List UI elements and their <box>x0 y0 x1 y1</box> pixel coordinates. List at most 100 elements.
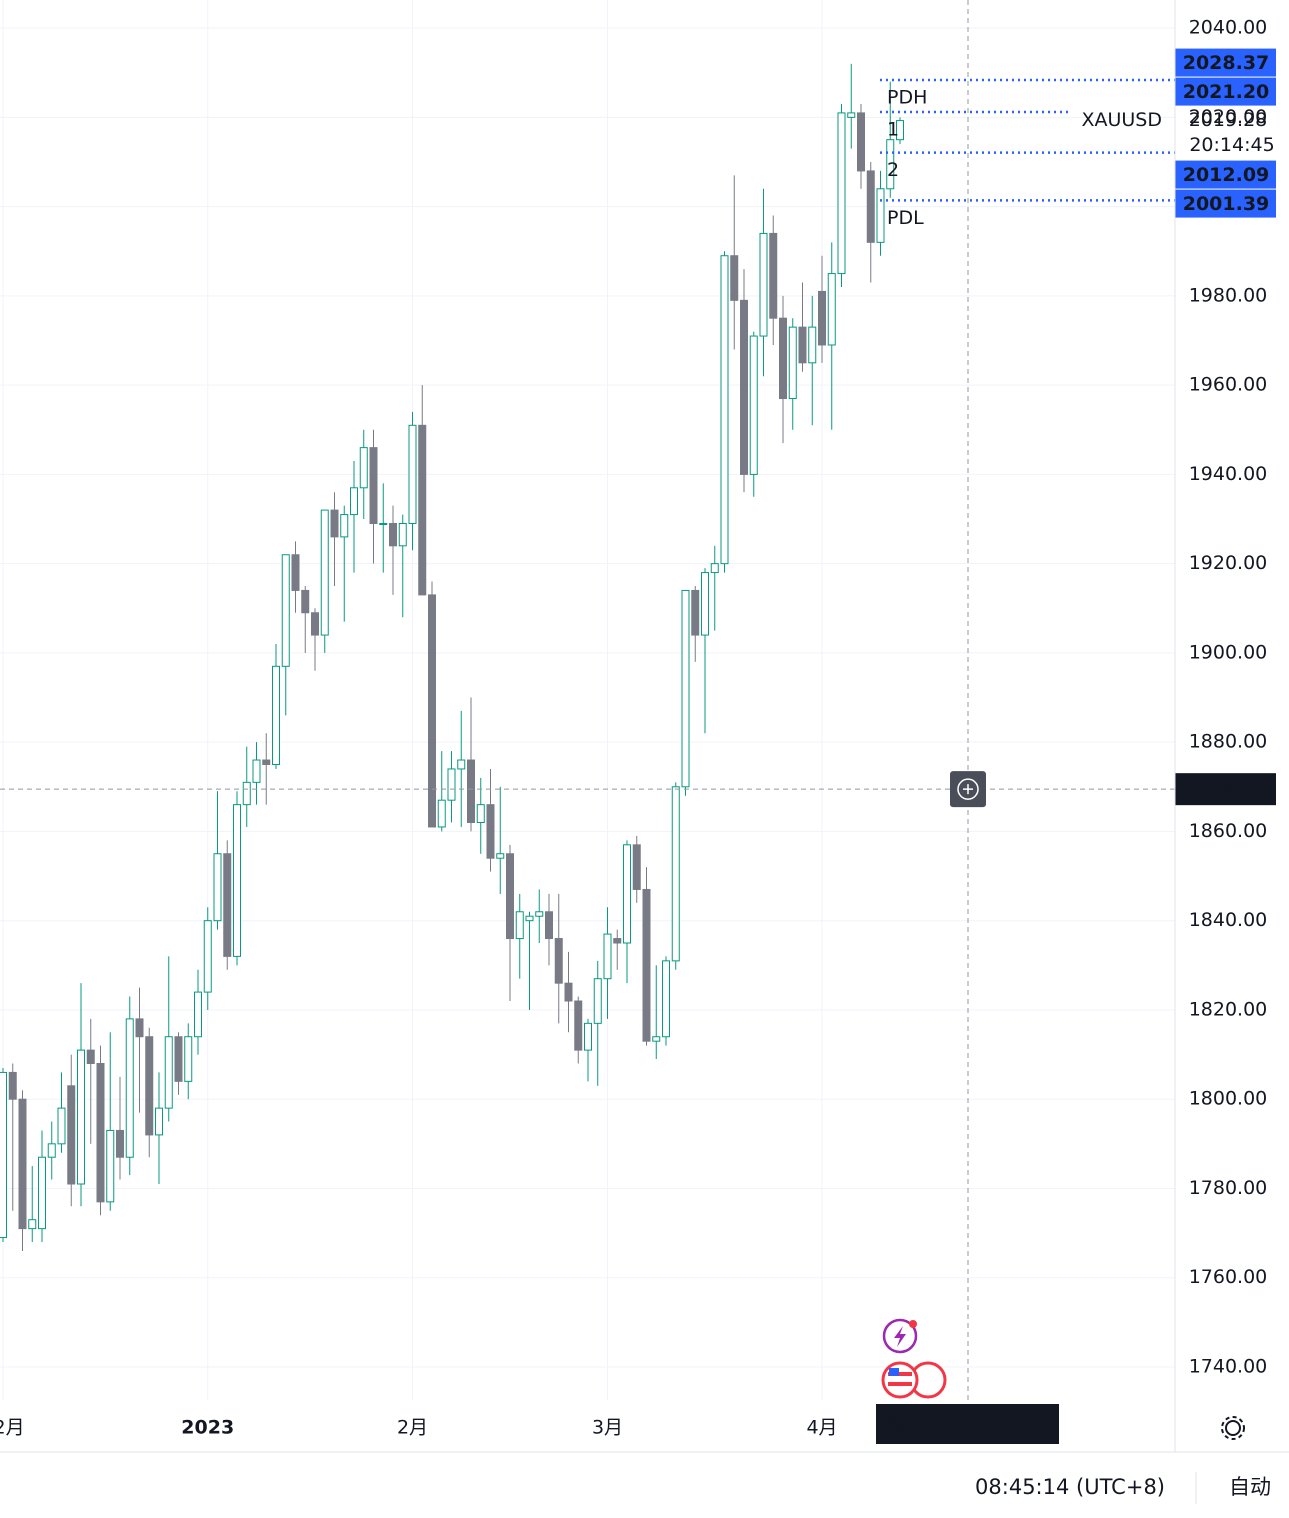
y-tick-label: 1980.00 <box>1189 284 1268 306</box>
x-tick-label: 2023 <box>181 1417 234 1439</box>
candle-body <box>281 554 290 667</box>
price-line-name: PDH <box>887 87 927 109</box>
last-price: 2019.28 <box>1189 109 1268 131</box>
candle-body <box>808 326 817 364</box>
candle-body <box>681 589 690 788</box>
candle-body <box>203 920 212 993</box>
candle-body <box>603 933 612 980</box>
y-tick-label: 1960.00 <box>1189 374 1268 396</box>
y-tick-label: 1840.00 <box>1189 909 1268 931</box>
candle-body <box>408 424 417 524</box>
candle-body <box>398 522 407 547</box>
y-tick-label: 1760.00 <box>1189 1266 1268 1288</box>
candle-body <box>86 1049 95 1065</box>
candle-body <box>242 781 251 806</box>
price-tag-label: 2012.09 <box>1183 164 1270 186</box>
x-tick-label: 4月 <box>806 1417 837 1439</box>
candle-body <box>0 1071 7 1239</box>
crosshair-date-box <box>876 1404 1059 1444</box>
candle-body <box>291 554 300 591</box>
candle-body <box>77 1049 85 1185</box>
y-tick-label: 1860.00 <box>1189 820 1268 842</box>
symbol-label: XAUUSD <box>1081 109 1162 131</box>
candle-body <box>564 982 573 1002</box>
y-tick-label: 1900.00 <box>1189 641 1268 663</box>
x-tick-label: 12月 <box>0 1417 25 1439</box>
candle-body <box>749 335 758 475</box>
crosshair-plus-icon <box>963 784 973 795</box>
flag-icons[interactable] <box>881 1361 947 1399</box>
candle-body <box>330 509 339 538</box>
candle-body <box>437 799 446 828</box>
candle-body <box>194 991 202 1038</box>
scale-mode[interactable]: 自动 <box>1229 1475 1271 1499</box>
candle-body <box>740 299 748 475</box>
x-tick-label: 2月 <box>397 1417 428 1439</box>
candle-body <box>57 1107 66 1145</box>
candle-body <box>320 509 329 636</box>
candle-body <box>457 759 466 770</box>
candle-body <box>691 589 700 636</box>
candle-body <box>418 424 427 596</box>
candle-body <box>710 563 719 574</box>
candle-body <box>779 317 787 400</box>
candle-body <box>837 112 846 275</box>
candle-body <box>164 1036 173 1109</box>
event-icon[interactable] <box>882 1318 918 1354</box>
y-tick-label: 1800.00 <box>1189 1088 1268 1110</box>
candle-body <box>301 589 310 614</box>
candle-body <box>145 1036 154 1136</box>
candle-body <box>223 853 232 957</box>
candle-body <box>311 612 319 636</box>
candle-body <box>379 522 388 525</box>
candle-body <box>135 1018 144 1038</box>
y-tick-label: 1780.00 <box>1189 1177 1268 1199</box>
candle-body <box>359 447 368 489</box>
candle-body <box>213 853 222 922</box>
candle-body <box>252 759 261 783</box>
candle-body <box>125 1018 134 1158</box>
candle-body <box>506 853 514 940</box>
candle-body <box>876 188 885 243</box>
clock[interactable]: 08:45:14 (UTC+8) <box>975 1475 1165 1499</box>
candle-body <box>184 1036 193 1082</box>
candle-body <box>389 522 397 547</box>
price-tag <box>1175 48 1276 77</box>
candle-body <box>38 1156 46 1230</box>
crosshair-price-label: 1869.47 <box>1184 779 1271 801</box>
candle-body <box>798 326 807 364</box>
settings-icon[interactable] <box>1221 1416 1245 1440</box>
plot <box>0 63 904 1251</box>
candle-body <box>262 759 271 765</box>
candle-body <box>116 1129 124 1158</box>
price-line-name: 2 <box>887 159 899 181</box>
candle-body <box>67 1085 76 1185</box>
y-tick-label: 1920.00 <box>1189 552 1268 574</box>
candle-body <box>759 232 768 337</box>
candle-body <box>350 487 358 516</box>
y-tick-label: 1820.00 <box>1189 998 1268 1020</box>
candle-body <box>613 938 622 944</box>
candle-body <box>720 255 729 565</box>
candle-body <box>818 290 826 346</box>
crosshair-date-label: 周一 2023-04-24 <box>884 1417 1050 1439</box>
candle-body <box>8 1071 17 1100</box>
candle-body <box>671 786 680 962</box>
candle-body <box>896 120 904 141</box>
price-tag <box>1175 77 1276 106</box>
candle-body <box>486 804 495 859</box>
candle-body <box>476 804 485 824</box>
candle-body <box>369 447 378 524</box>
countdown: 20:14:45 <box>1189 134 1274 156</box>
crosshair-plus-icon <box>957 778 979 800</box>
candle-body <box>652 1036 661 1042</box>
y-tick-label: 1740.00 <box>1189 1355 1268 1377</box>
candle-body <box>18 1098 27 1230</box>
price-tag-label: 2028.37 <box>1183 52 1270 74</box>
candle-body <box>535 911 544 917</box>
y-tick-label: 1940.00 <box>1189 463 1268 485</box>
x-tick-label: 3月 <box>592 1417 623 1439</box>
price-line-name: 1 <box>887 119 899 141</box>
